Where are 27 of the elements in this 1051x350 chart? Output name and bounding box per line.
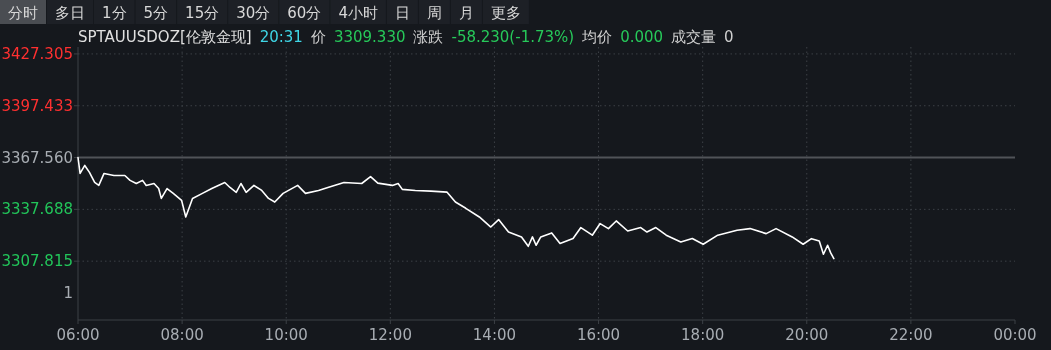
text: 涨跌 (413, 28, 444, 46)
text: 均价 (581, 28, 613, 46)
x-tick-label: 10:00 (264, 326, 308, 344)
text: 0 (724, 28, 734, 46)
y-tick-label: 3367.560 (1, 148, 73, 167)
x-tick-label: 00:00 (993, 326, 1037, 344)
y-tick-label: 3307.815 (1, 252, 73, 271)
x-tick-label: 06:00 (56, 326, 100, 344)
text: 3309.330 (333, 28, 406, 46)
x-tick-label: 08:00 (160, 326, 204, 344)
x-tick-label: 14:00 (472, 326, 517, 344)
text: 0.000 (620, 28, 664, 46)
text: 1 (63, 284, 73, 302)
x-tick-label: 22:00 (889, 326, 933, 344)
text: 成交量 (671, 28, 717, 46)
y-tick-label: 3427.305 (1, 44, 73, 63)
text: -58.230(-1.73%) (451, 28, 575, 46)
x-tick-label: 20:00 (785, 326, 829, 344)
x-tick-label: 12:00 (368, 326, 412, 344)
chart-title: SPTAUUSDOZ[伦敦金现] (78, 28, 252, 46)
text: 价 (309, 28, 326, 46)
y-tick-label: 3337.688 (1, 200, 73, 219)
x-tick-label: 18:00 (681, 326, 725, 344)
y-tick-label: 3397.433 (1, 96, 73, 115)
line-series (77, 156, 835, 260)
x-tick-label: 16:00 (576, 326, 621, 344)
text: 20:31 (259, 28, 303, 46)
